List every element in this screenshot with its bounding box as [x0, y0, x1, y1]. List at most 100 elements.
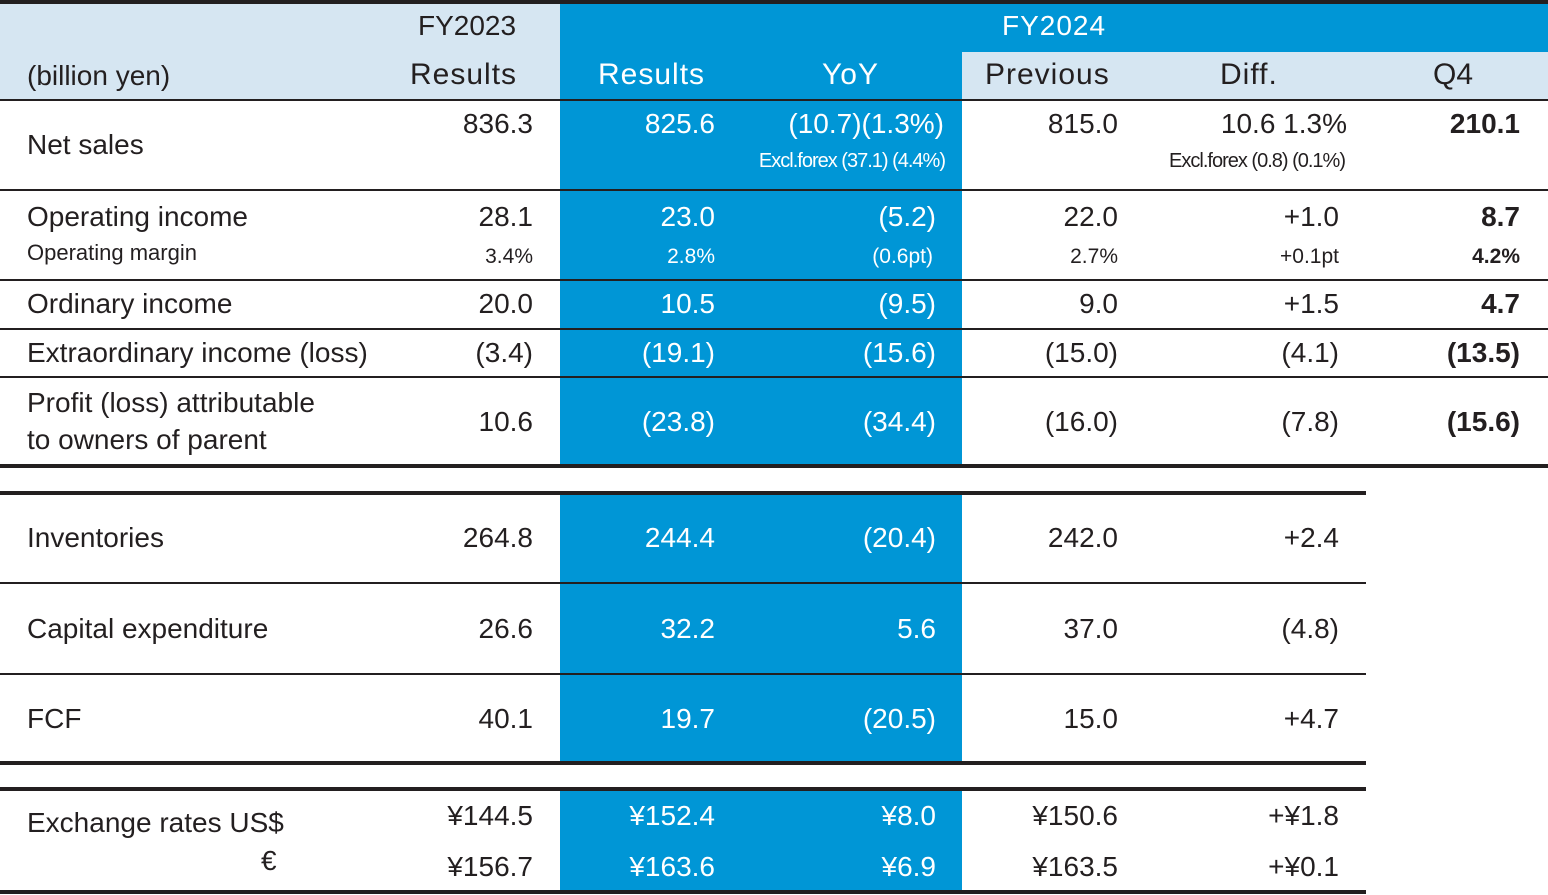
- net-sales-results: 825.6: [644, 108, 715, 139]
- capex-yoy: 5.6: [897, 613, 936, 644]
- fy2024-header: FY2024: [1002, 10, 1107, 41]
- profit-diff: (7.8): [1281, 406, 1339, 437]
- inventories-results: 244.4: [644, 522, 715, 553]
- row-label-extraordinary: Extraordinary income (loss): [27, 337, 368, 368]
- col-header-yoy: YoY: [822, 58, 879, 91]
- net-sales-diff: 10.6 1.3%: [1220, 108, 1347, 139]
- rule-capex: [0, 673, 1366, 675]
- col-header-fy2023-results: Results: [410, 58, 518, 91]
- section3-bottom-rule: [0, 890, 1366, 894]
- row-label-fcf: FCF: [27, 703, 82, 734]
- section2-bottom-rule: [0, 761, 1366, 765]
- col-header-q4: Q4: [1433, 58, 1474, 91]
- row-label-profit-line1: Profit (loss) attributable: [27, 387, 315, 418]
- inventories-fy2023: 264.8: [462, 522, 533, 553]
- operating-margin-previous: 2.7%: [1070, 245, 1118, 268]
- fx-eur-previous: ¥163.5: [1032, 851, 1118, 882]
- fx-eur-diff: +¥0.1: [1268, 851, 1339, 882]
- ordinary-income-yoy: (9.5): [878, 288, 936, 319]
- ordinary-income-previous: 9.0: [1079, 288, 1118, 319]
- net-sales-yoy: (10.7)(1.3%): [788, 108, 944, 139]
- fx-usd-previous: ¥150.6: [1032, 800, 1118, 831]
- row-label-fx-eur: €: [261, 845, 277, 876]
- net-sales-previous: 815.0: [1047, 108, 1118, 139]
- profit-yoy: (34.4): [862, 406, 936, 437]
- fx-usd-fy2023: ¥144.5: [447, 800, 533, 831]
- fx-eur-results: ¥163.6: [629, 851, 715, 882]
- fx-usd-yoy: ¥8.0: [881, 800, 937, 831]
- extraordinary-previous: (15.0): [1044, 337, 1118, 368]
- inventories-previous: 242.0: [1047, 522, 1118, 553]
- ordinary-income-diff: +1.5: [1283, 288, 1339, 319]
- extraordinary-fy2023: (3.4): [475, 337, 533, 368]
- results-yoy-band-2: [560, 495, 962, 763]
- row-label-inventories: Inventories: [27, 522, 164, 553]
- fcf-diff: +4.7: [1283, 703, 1339, 734]
- row-label-capex: Capital expenditure: [27, 613, 269, 644]
- col-header-results: Results: [598, 58, 706, 91]
- section3-top-rule: [0, 787, 1366, 791]
- previous-header-bg: [962, 52, 1548, 100]
- fy2024-header-bg: [560, 4, 1548, 52]
- ordinary-income-results: 10.5: [660, 288, 716, 319]
- extraordinary-yoy: (15.6): [862, 337, 936, 368]
- fy2023-header-bg: [0, 4, 560, 100]
- ordinary-income-q4: 4.7: [1481, 288, 1520, 319]
- capex-previous: 37.0: [1063, 613, 1119, 644]
- operating-margin-diff: +0.1pt: [1280, 245, 1339, 268]
- results-yoy-band-3: [560, 790, 962, 891]
- section2-top-rule: [0, 491, 1366, 495]
- fcf-previous: 15.0: [1063, 703, 1119, 734]
- operating-income-diff: +1.0: [1283, 201, 1339, 232]
- fcf-results: 19.7: [660, 703, 716, 734]
- profit-fy2023: 10.6: [478, 406, 534, 437]
- row-label-ordinary-income: Ordinary income: [27, 288, 233, 319]
- row-label-fx-usd: Exchange rates US$: [27, 807, 284, 838]
- operating-income-results: 23.0: [660, 201, 716, 232]
- rule-op-income: [0, 279, 1548, 281]
- row-label-net-sales: Net sales: [27, 129, 144, 160]
- operating-margin-yoy: (0.6pt): [872, 245, 933, 268]
- profit-q4: (15.6): [1446, 406, 1520, 437]
- fx-usd-results: ¥152.4: [629, 800, 715, 831]
- inventories-yoy: (20.4): [862, 522, 936, 553]
- operating-income-yoy: (5.2): [878, 201, 936, 232]
- capex-diff: (4.8): [1281, 613, 1339, 644]
- profit-results: (23.8): [641, 406, 715, 437]
- operating-income-previous: 22.0: [1063, 201, 1119, 232]
- inventories-diff: +2.4: [1283, 522, 1339, 553]
- col-header-diff: Diff.: [1220, 58, 1278, 91]
- rule-extraordinary: [0, 376, 1548, 378]
- col-header-previous: Previous: [985, 58, 1110, 91]
- unit-label: (billion yen): [27, 60, 171, 91]
- rule-inventories: [0, 582, 1366, 584]
- profit-previous: (16.0): [1044, 406, 1118, 437]
- capex-results: 32.2: [660, 613, 716, 644]
- extraordinary-results: (19.1): [641, 337, 715, 368]
- top-rule: [0, 0, 1548, 4]
- net-sales-yoy-excl-forex: Excl.forex (37.1) (4.4%): [758, 150, 946, 172]
- operating-margin-results: 2.8%: [667, 245, 715, 268]
- row-label-profit-line2: to owners of parent: [27, 424, 267, 455]
- row-label-operating-income: Operating income: [27, 201, 249, 232]
- ordinary-income-fy2023: 20.0: [478, 288, 534, 319]
- fx-eur-yoy: ¥6.9: [881, 851, 937, 882]
- net-sales-fy2023: 836.3: [462, 108, 533, 139]
- rule-net-sales: [0, 189, 1548, 191]
- fcf-fy2023: 40.1: [478, 703, 534, 734]
- operating-income-fy2023: 28.1: [478, 201, 534, 232]
- fy2023-header: FY2023: [418, 10, 517, 41]
- rule-ord-income: [0, 328, 1548, 330]
- extraordinary-q4: (13.5): [1446, 337, 1520, 368]
- results-yoy-band-1: [560, 52, 962, 466]
- operating-margin-fy2023: 3.4%: [485, 245, 533, 268]
- section1-bottom-rule: [0, 464, 1548, 468]
- fx-usd-diff: +¥1.8: [1268, 800, 1339, 831]
- capex-fy2023: 26.6: [478, 613, 534, 644]
- operating-margin-q4: 4.2%: [1472, 245, 1520, 268]
- header-rule: [0, 99, 1548, 101]
- net-sales-diff-excl-forex: Excl.forex (0.8) (0.1%): [1169, 150, 1346, 172]
- net-sales-q4: 210.1: [1449, 108, 1520, 139]
- extraordinary-diff: (4.1): [1281, 337, 1339, 368]
- fx-eur-fy2023: ¥156.7: [447, 851, 533, 882]
